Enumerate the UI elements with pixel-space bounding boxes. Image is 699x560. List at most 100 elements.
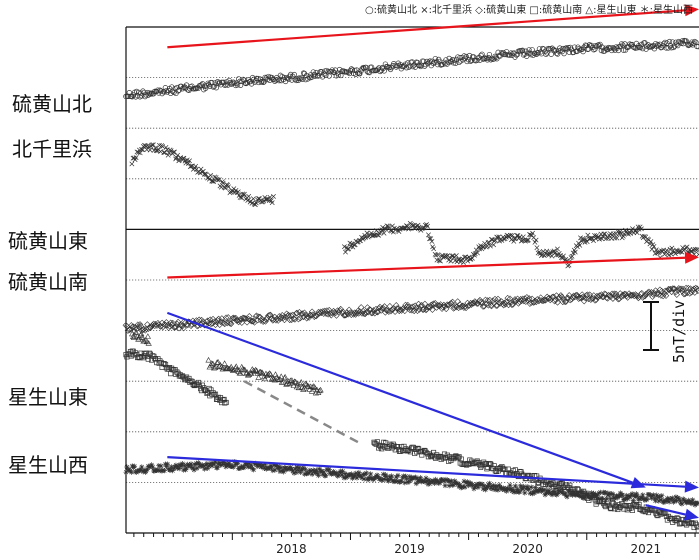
data-point	[497, 484, 503, 491]
data-point	[326, 73, 332, 79]
data-point	[348, 66, 355, 72]
data-point	[312, 73, 318, 79]
series-0	[123, 37, 699, 100]
data-point	[361, 476, 367, 482]
data-point	[563, 45, 569, 51]
data-point	[490, 486, 496, 492]
data-point	[258, 79, 264, 85]
data-point	[336, 472, 342, 478]
data-point	[237, 194, 243, 200]
data-point	[209, 463, 215, 469]
scale-bar: 5nT/div	[643, 300, 688, 363]
data-point	[246, 461, 252, 467]
data-point	[288, 316, 295, 324]
data-point	[514, 51, 520, 58]
data-point	[318, 309, 325, 316]
data-point	[622, 291, 630, 298]
data-point	[557, 292, 565, 299]
data-point	[627, 494, 633, 500]
data-point	[269, 200, 275, 206]
data-point	[555, 51, 561, 57]
data-point	[285, 465, 291, 471]
data-point	[291, 470, 297, 476]
data-point	[176, 466, 182, 472]
data-point	[526, 47, 532, 53]
data-point	[473, 247, 479, 253]
data-point	[458, 456, 464, 462]
data-point	[586, 42, 593, 48]
data-point	[414, 476, 420, 482]
data-point	[561, 50, 567, 57]
data-point	[139, 464, 145, 470]
arrow-layer	[166, 4, 699, 521]
data-point	[158, 88, 164, 94]
data-point	[563, 294, 571, 302]
series-2	[122, 284, 699, 335]
data-point	[203, 85, 209, 91]
data-point	[248, 81, 255, 87]
data-point	[465, 482, 472, 489]
data-point	[603, 45, 609, 51]
data-point	[236, 369, 243, 376]
data-point	[359, 307, 367, 315]
data-point	[307, 467, 313, 473]
data-point	[442, 61, 448, 67]
data-point	[646, 491, 652, 498]
data-point	[287, 312, 295, 319]
data-point	[234, 82, 241, 88]
data-point	[418, 63, 424, 70]
data-point	[411, 302, 419, 309]
data-point	[504, 294, 511, 302]
data-point	[265, 371, 272, 377]
data-point	[500, 485, 507, 491]
data-point	[617, 490, 624, 496]
data-point	[230, 464, 236, 470]
data-point	[676, 496, 682, 502]
data-point	[246, 313, 253, 320]
data-point	[629, 507, 635, 513]
data-point	[694, 524, 699, 530]
data-point	[657, 494, 663, 500]
data-point	[469, 255, 475, 261]
data-point	[427, 480, 433, 487]
data-point	[672, 251, 678, 257]
data-point	[251, 368, 258, 374]
data-point	[663, 510, 669, 516]
data-point	[351, 309, 358, 316]
data-point	[267, 371, 274, 377]
data-point	[615, 47, 622, 54]
data-point	[484, 466, 490, 472]
data-point	[129, 94, 135, 100]
data-point	[486, 480, 493, 486]
data-point	[268, 315, 276, 322]
data-point	[690, 285, 698, 293]
data-point	[394, 478, 400, 484]
data-point	[694, 287, 699, 295]
data-point	[387, 228, 393, 233]
data-point	[233, 363, 240, 369]
data-point	[641, 292, 649, 300]
data-point	[201, 463, 207, 469]
data-point	[368, 230, 374, 236]
data-point	[302, 466, 309, 473]
data-point	[148, 462, 155, 468]
data-point	[233, 187, 239, 193]
data-point	[471, 486, 477, 492]
data-point	[651, 243, 657, 249]
data-point	[453, 60, 459, 66]
data-point	[681, 290, 689, 297]
data-point	[681, 497, 687, 503]
data-point	[139, 147, 144, 152]
data-point	[274, 462, 280, 468]
data-point	[459, 302, 467, 310]
data-point	[403, 476, 410, 482]
data-point	[145, 340, 152, 346]
data-point	[461, 260, 466, 265]
data-point	[639, 495, 645, 501]
data-point	[204, 461, 210, 467]
trend-arrow-line	[167, 256, 686, 279]
trend-arrow-head	[684, 251, 699, 264]
data-point	[386, 224, 392, 230]
trend-arrow-line	[167, 456, 686, 488]
data-point	[599, 495, 606, 501]
